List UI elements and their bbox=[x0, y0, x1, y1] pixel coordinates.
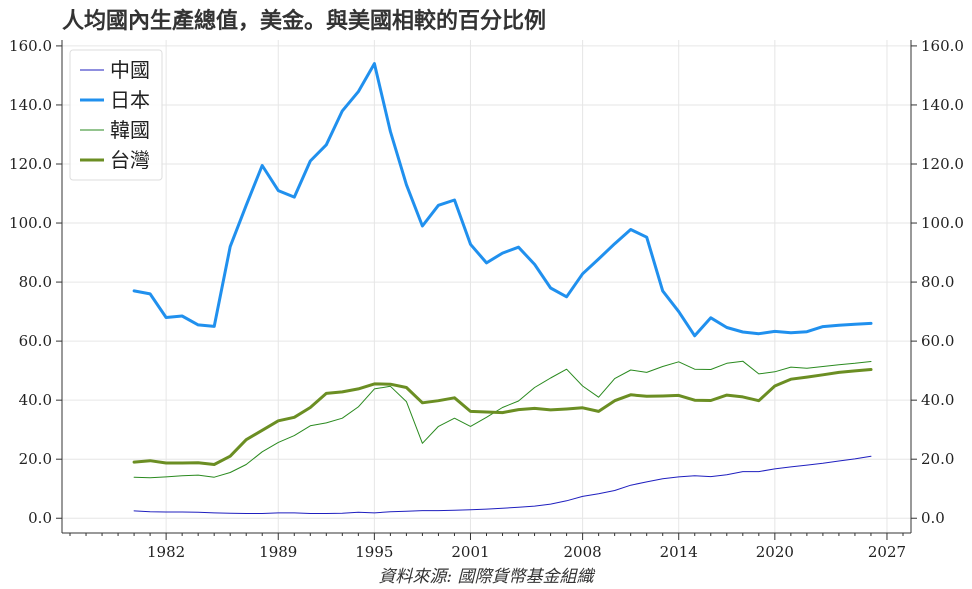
series-line-日本 bbox=[132, 62, 873, 338]
y-tick-label-right: 0.0 bbox=[921, 509, 945, 527]
y-tick-label-left: 20.0 bbox=[19, 450, 52, 468]
legend-label: 中國 bbox=[110, 58, 150, 82]
legend-label: 日本 bbox=[110, 88, 150, 112]
legend-box bbox=[69, 49, 163, 181]
y-tick-label-right: 40.0 bbox=[921, 391, 954, 409]
y-tick-label-left: 60.0 bbox=[19, 332, 52, 350]
y-tick-label-right: 120.0 bbox=[921, 155, 964, 173]
x-tick-label: 2027 bbox=[868, 543, 906, 561]
y-tick-label-left: 140.0 bbox=[9, 96, 52, 114]
axes: 0.0 0.0 20.0 20.0 40.0 40.0 60.0 60.0 80.0 80.0 10… bbox=[9, 37, 964, 561]
y-tick-label-right: 80.0 bbox=[921, 273, 954, 291]
x-tick-label: 2008 bbox=[564, 543, 602, 561]
y-tick-label-left: 120.0 bbox=[9, 155, 52, 173]
y-tick-label-left: 100.0 bbox=[9, 214, 52, 232]
series-line-台灣 bbox=[132, 368, 873, 466]
x-tick-label: 1982 bbox=[147, 543, 185, 561]
series-line-韓國 bbox=[133, 360, 872, 479]
y-tick-label-right: 140.0 bbox=[921, 96, 964, 114]
series-lines bbox=[132, 62, 873, 514]
grid bbox=[62, 40, 911, 533]
x-tick-label: 2014 bbox=[660, 543, 698, 561]
x-tick-label: 2001 bbox=[451, 543, 489, 561]
legend-label: 韓國 bbox=[110, 118, 150, 142]
legend-label: 台灣 bbox=[110, 148, 150, 172]
y-tick-label-left: 0.0 bbox=[28, 509, 52, 527]
y-tick-label-right: 100.0 bbox=[921, 214, 964, 232]
y-tick-label-left: 160.0 bbox=[9, 37, 52, 55]
x-tick-label: 1995 bbox=[355, 543, 393, 561]
x-tick-label: 1989 bbox=[259, 543, 297, 561]
y-tick-label-right: 60.0 bbox=[921, 332, 954, 350]
y-tick-label-right: 20.0 bbox=[921, 450, 954, 468]
y-tick-label-left: 80.0 bbox=[19, 273, 52, 291]
y-tick-label-left: 40.0 bbox=[19, 391, 52, 409]
y-tick-label-right: 160.0 bbox=[921, 37, 964, 55]
x-tick-label: 2020 bbox=[756, 543, 794, 561]
series-line-中國 bbox=[133, 455, 872, 514]
chart-title: 人均國內生產總值，美金。與美國相較的百分比例 bbox=[62, 8, 546, 34]
source-note: 資料來源: 國際貨幣基金組織 bbox=[378, 567, 595, 587]
